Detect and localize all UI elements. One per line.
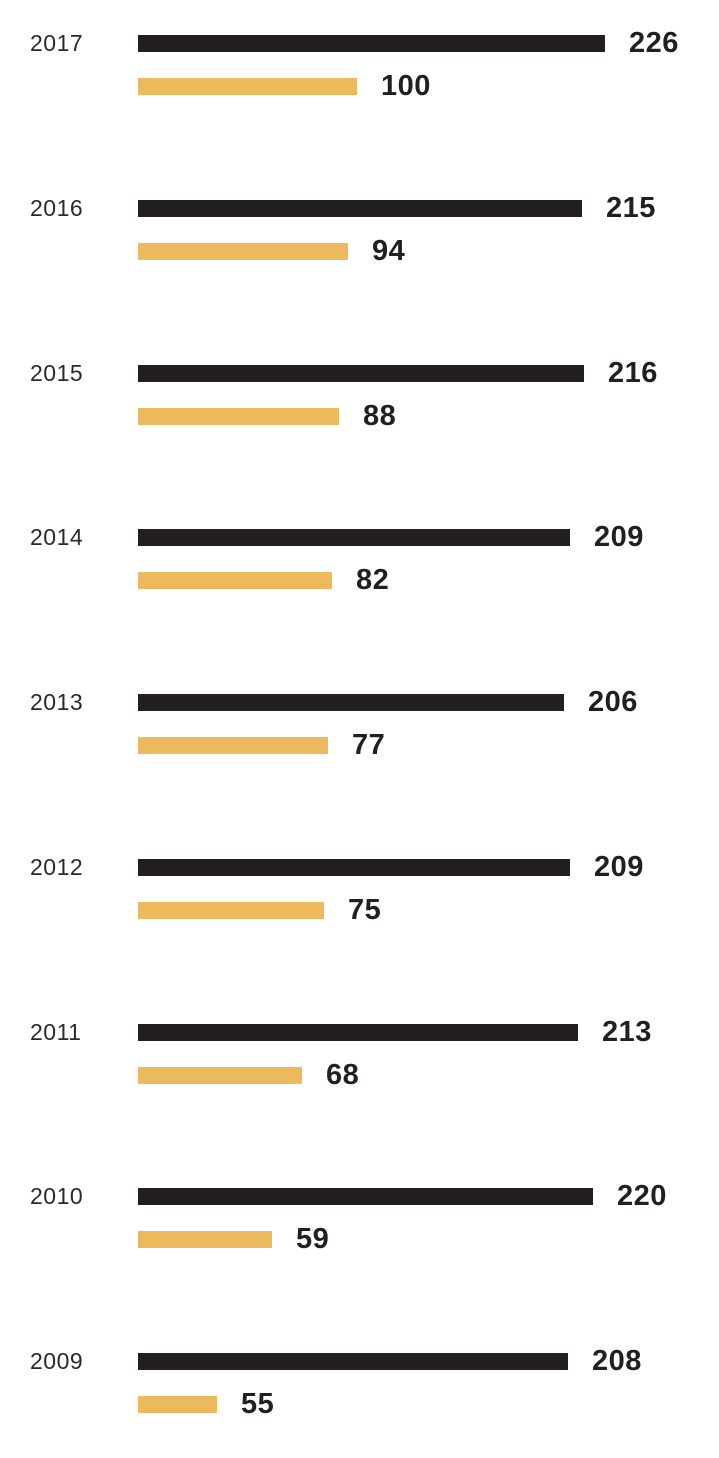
gold-bar <box>138 78 357 95</box>
dark-bar-value: 213 <box>602 1016 652 1048</box>
gold-bar <box>138 408 339 425</box>
dark-bar <box>138 694 564 711</box>
gold-bar-row: 59 <box>138 1223 330 1255</box>
gold-bar <box>138 572 332 589</box>
year-group: 2009 208 55 <box>0 1345 719 1420</box>
year-group: 2017 226 100 <box>0 27 719 102</box>
dark-bar-value: 216 <box>608 357 658 389</box>
dark-bar-row: 216 <box>138 357 658 389</box>
dark-bar-row: 208 <box>138 1345 642 1377</box>
dark-bar-value: 226 <box>629 27 679 59</box>
year-group: 2010 220 59 <box>0 1180 719 1255</box>
dark-bar-value: 209 <box>594 521 644 553</box>
dark-bar-value: 220 <box>617 1180 667 1212</box>
gold-bar-value: 100 <box>381 70 431 102</box>
dark-bar <box>138 1024 578 1041</box>
year-group: 2015 216 88 <box>0 357 719 432</box>
year-label: 2013 <box>30 689 84 715</box>
gold-bar-value: 88 <box>363 400 397 432</box>
year-group: 2013 206 77 <box>0 686 719 761</box>
gold-bar-value: 55 <box>241 1388 275 1420</box>
gold-bar <box>138 737 328 754</box>
year-group: 2012 209 75 <box>0 851 719 926</box>
dark-bar-row: 213 <box>138 1016 652 1048</box>
dark-bar <box>138 529 570 546</box>
year-group: 2014 209 82 <box>0 521 719 596</box>
gold-bar <box>138 902 324 919</box>
gold-bar-value: 94 <box>372 235 406 267</box>
dark-bar <box>138 859 570 876</box>
dark-bar-value: 209 <box>594 851 644 883</box>
dark-bar-value: 215 <box>606 192 656 224</box>
year-group: 2016 215 94 <box>0 192 719 267</box>
gold-bar-row: 82 <box>138 564 390 596</box>
gold-bar-value: 77 <box>352 729 386 761</box>
dark-bar <box>138 35 605 52</box>
gold-bar-row: 68 <box>138 1059 360 1091</box>
dark-bar-row: 209 <box>138 851 644 883</box>
year-label: 2017 <box>30 30 84 56</box>
dark-bar-value: 206 <box>588 686 638 718</box>
year-label: 2011 <box>30 1019 82 1045</box>
dark-bar-row: 206 <box>138 686 638 718</box>
year-label: 2014 <box>30 524 84 550</box>
gold-bar-row: 55 <box>138 1388 275 1420</box>
gold-bar-row: 75 <box>138 894 382 926</box>
year-label: 2009 <box>30 1348 84 1374</box>
year-label: 2015 <box>30 360 84 386</box>
dark-bar <box>138 365 584 382</box>
year-label: 2010 <box>30 1183 84 1209</box>
gold-bar-row: 100 <box>138 70 431 102</box>
dark-bar-row: 226 <box>138 27 679 59</box>
gold-bar <box>138 1231 272 1248</box>
gold-bar <box>138 1396 217 1413</box>
dark-bar-row: 220 <box>138 1180 667 1212</box>
dark-bar <box>138 1353 568 1370</box>
gold-bar <box>138 1067 302 1084</box>
dark-bar <box>138 1188 593 1205</box>
dark-bar <box>138 200 582 217</box>
gold-bar-row: 94 <box>138 235 406 267</box>
gold-bar <box>138 243 348 260</box>
year-label: 2016 <box>30 195 84 221</box>
dark-bar-value: 208 <box>592 1345 642 1377</box>
gold-bar-value: 59 <box>296 1223 330 1255</box>
dark-bar-row: 209 <box>138 521 644 553</box>
gold-bar-value: 82 <box>356 564 390 596</box>
year-group: 2011 213 68 <box>0 1016 719 1091</box>
gold-bar-row: 77 <box>138 729 386 761</box>
dark-bar-row: 215 <box>138 192 656 224</box>
year-label: 2012 <box>30 854 84 880</box>
gold-bar-value: 68 <box>326 1059 360 1091</box>
gold-bar-row: 88 <box>138 400 397 432</box>
gold-bar-value: 75 <box>348 894 382 926</box>
